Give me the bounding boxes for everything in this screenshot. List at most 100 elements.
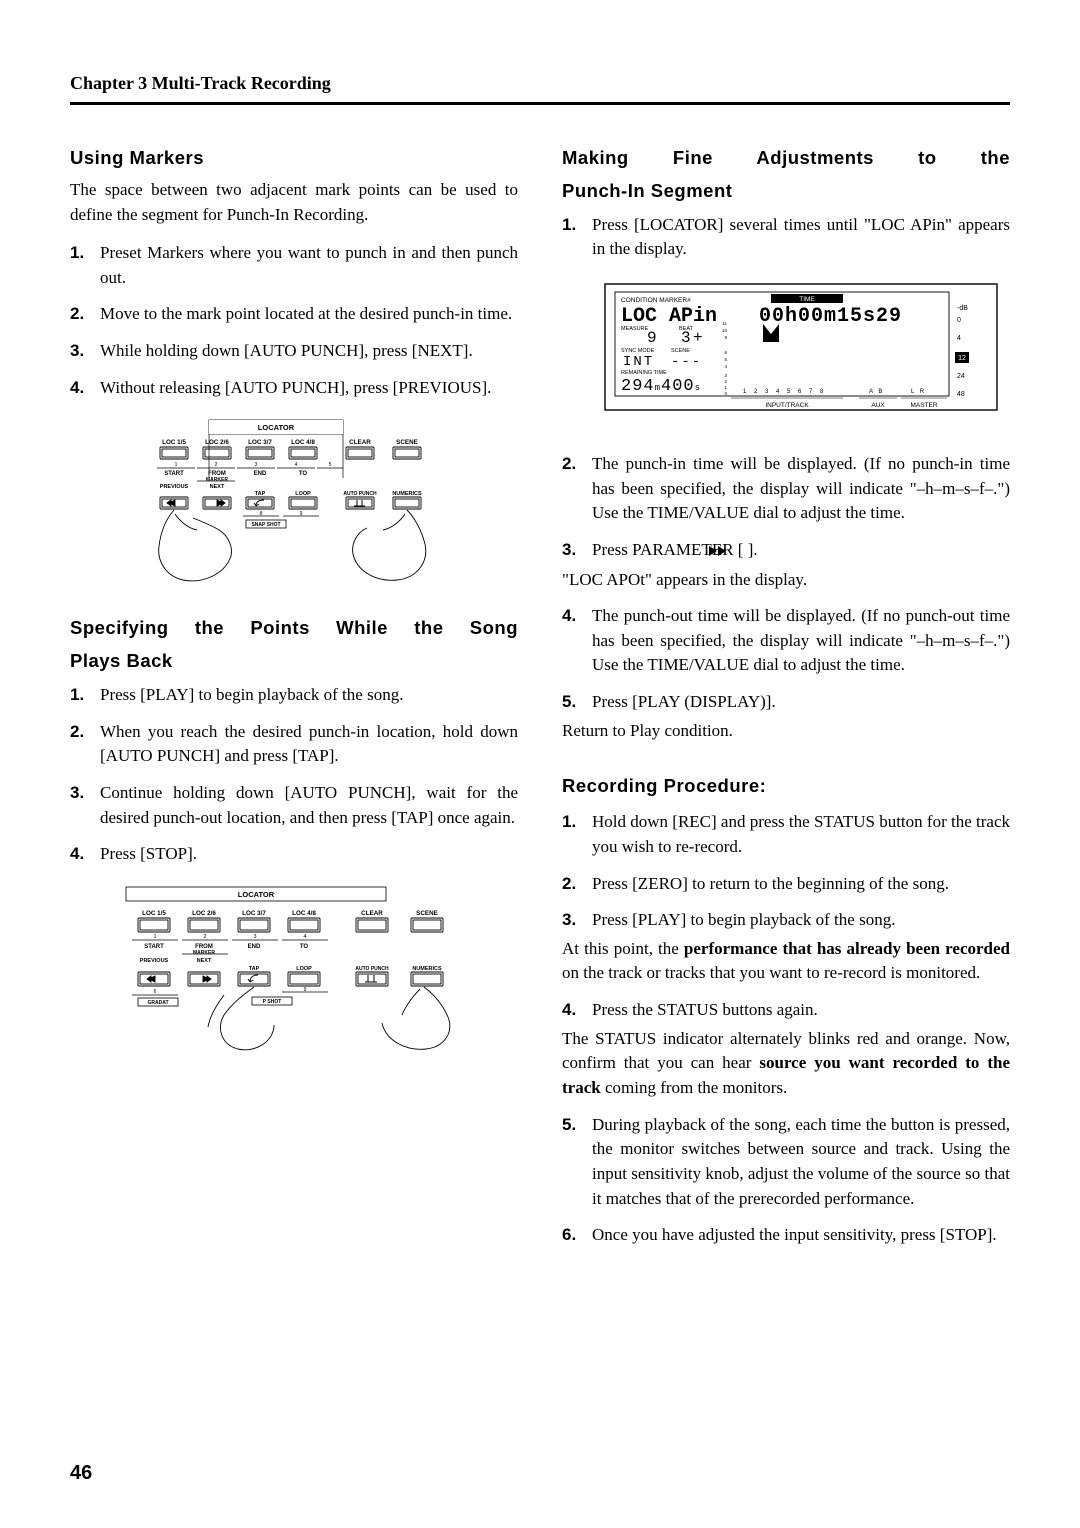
svg-text:LOCATOR: LOCATOR [238, 890, 275, 899]
page-number: 46 [70, 1459, 92, 1488]
step: Press PARAMETER [ ]. [562, 538, 1010, 564]
fine-adj-steps-1: Press [LOCATOR] several times until "LOC… [562, 213, 1010, 262]
step: When you reach the desired punch-in loca… [70, 720, 518, 769]
svg-text:---: --- [671, 354, 702, 370]
svg-text:AUTO PUNCH: AUTO PUNCH [343, 491, 377, 497]
svg-text:8: 8 [260, 511, 263, 517]
heading-specifying-points-1: Specifying the Points While the Song [70, 615, 518, 642]
after-text: "LOC APOt" appears in the display. [562, 568, 1010, 593]
svg-text:L R: L R [911, 389, 926, 395]
step-text: Press PARAMETER [ ]. [592, 540, 758, 559]
svg-text:CLEAR: CLEAR [349, 439, 371, 446]
svg-text:4: 4 [957, 335, 961, 342]
svg-text:INPUT/TRACK: INPUT/TRACK [765, 402, 809, 409]
svg-text:2: 2 [724, 379, 727, 384]
svg-text:0: 0 [957, 317, 961, 324]
svg-text:12: 12 [958, 355, 966, 362]
svg-text:LOC 2/6: LOC 2/6 [192, 910, 216, 917]
heading-using-markers: Using Markers [70, 145, 518, 172]
svg-text:1: 1 [175, 462, 178, 468]
svg-text:TO: TO [300, 944, 309, 950]
svg-text:LOCATOR: LOCATOR [258, 423, 295, 432]
svg-text:2: 2 [203, 934, 206, 940]
text: on the track or tracks that you want to … [562, 963, 980, 982]
svg-text:LOC 2/6: LOC 2/6 [205, 439, 229, 446]
svg-text:-dB: -dB [957, 305, 968, 312]
forward-icon [708, 539, 730, 564]
two-column-layout: Using Markers The space between two adja… [70, 145, 1010, 1260]
svg-text:10: 10 [722, 328, 728, 333]
step: During playback of the song, each time t… [562, 1113, 1010, 1212]
svg-text:48: 48 [957, 391, 965, 398]
step: Press [ZERO] to return to the beginning … [562, 872, 1010, 897]
svg-text:GRADAT: GRADAT [147, 1000, 168, 1006]
svg-text:INT: INT [623, 354, 654, 370]
svg-text:4: 4 [724, 364, 727, 369]
svg-text:3: 3 [724, 373, 727, 378]
text: At this point, the [562, 939, 684, 958]
svg-text:NUMERICS: NUMERICS [412, 966, 442, 972]
svg-text:AUTO PUNCH: AUTO PUNCH [355, 966, 389, 972]
svg-text:9: 9 [647, 329, 660, 347]
svg-text:TIME: TIME [799, 296, 815, 303]
svg-text:294m400s: 294m400s [621, 377, 701, 396]
svg-text:PREVIOUS: PREVIOUS [160, 484, 189, 490]
svg-text:9: 9 [724, 335, 727, 340]
lcd-figure: CONDITION MARKER# TIME LOC APin 00h00m15… [592, 280, 1010, 430]
svg-text:11: 11 [722, 321, 727, 326]
step: The punch-out time will be displayed. (I… [562, 604, 1010, 678]
svg-text:SNAP SHOT: SNAP SHOT [251, 522, 280, 528]
svg-text:5: 5 [329, 462, 332, 468]
svg-text:PREVIOUS: PREVIOUS [140, 958, 169, 964]
recording-steps-b: Press the STATUS buttons again. [562, 998, 1010, 1023]
svg-text:AUX: AUX [871, 402, 885, 409]
text: coming from the monitors. [601, 1078, 788, 1097]
svg-text:4: 4 [303, 934, 306, 940]
left-column: Using Markers The space between two adja… [70, 145, 518, 1260]
recording-steps-c: During playback of the song, each time t… [562, 1113, 1010, 1248]
svg-text:6: 6 [154, 989, 157, 995]
fine-adj-steps-3: The punch-out time will be displayed. (I… [562, 604, 1010, 715]
svg-text:NEXT: NEXT [197, 958, 212, 964]
svg-text:REMAINING TIME: REMAINING TIME [621, 370, 667, 376]
svg-text:3: 3 [681, 329, 694, 347]
heading-fine-adjustments-2: Punch-In Segment [562, 178, 1010, 205]
svg-text:24: 24 [957, 373, 965, 380]
fine-adj-steps-2: The punch-in time will be displayed. (If… [562, 452, 1010, 564]
svg-text:4: 4 [295, 462, 298, 468]
svg-text:LOC 4/8: LOC 4/8 [292, 910, 316, 917]
step: Preset Markers where you want to punch i… [70, 241, 518, 290]
svg-text:CLEAR: CLEAR [361, 910, 383, 917]
svg-text:TAP: TAP [249, 966, 260, 972]
markers-steps: Preset Markers where you want to punch i… [70, 241, 518, 400]
svg-text:MEASURE: MEASURE [621, 326, 649, 332]
svg-text:START: START [144, 944, 164, 950]
svg-text:TAP: TAP [255, 491, 266, 497]
svg-text:LOC 1/5: LOC 1/5 [162, 439, 186, 446]
svg-text:CONDITION MARKER#: CONDITION MARKER# [621, 297, 691, 304]
bold-text: performance that has already been record… [684, 939, 1010, 958]
svg-text:A B: A B [869, 389, 884, 395]
step: Without releasing [AUTO PUNCH], press [P… [70, 376, 518, 401]
svg-text:LOC APin: LOC APin [621, 305, 717, 328]
svg-text:LOC 4/8: LOC 4/8 [291, 439, 315, 446]
svg-text:3: 3 [255, 462, 258, 468]
step: Move to the mark point located at the de… [70, 302, 518, 327]
svg-text:TO: TO [299, 471, 308, 477]
step: Once you have adjusted the input sensiti… [562, 1223, 1010, 1248]
svg-text:MASTER: MASTER [910, 402, 937, 409]
step: While holding down [AUTO PUNCH], press [… [70, 339, 518, 364]
svg-text:NEXT: NEXT [210, 484, 225, 490]
svg-text:SCENE: SCENE [396, 439, 418, 446]
svg-text:LOC 3/7: LOC 3/7 [248, 439, 272, 446]
svg-text:2: 2 [215, 462, 218, 468]
intro-text: The space between two adjacent mark poin… [70, 178, 518, 227]
svg-text:0: 0 [724, 391, 727, 396]
svg-text:START: START [164, 471, 184, 477]
svg-text:9: 9 [304, 987, 307, 993]
heading-specifying-points-2: Plays Back [70, 648, 518, 675]
after-text: At this point, the performance that has … [562, 937, 1010, 986]
step: Hold down [REC] and press the STATUS but… [562, 810, 1010, 859]
step: Press [STOP]. [70, 842, 518, 867]
step: Press [PLAY] to begin playback of the so… [70, 683, 518, 708]
